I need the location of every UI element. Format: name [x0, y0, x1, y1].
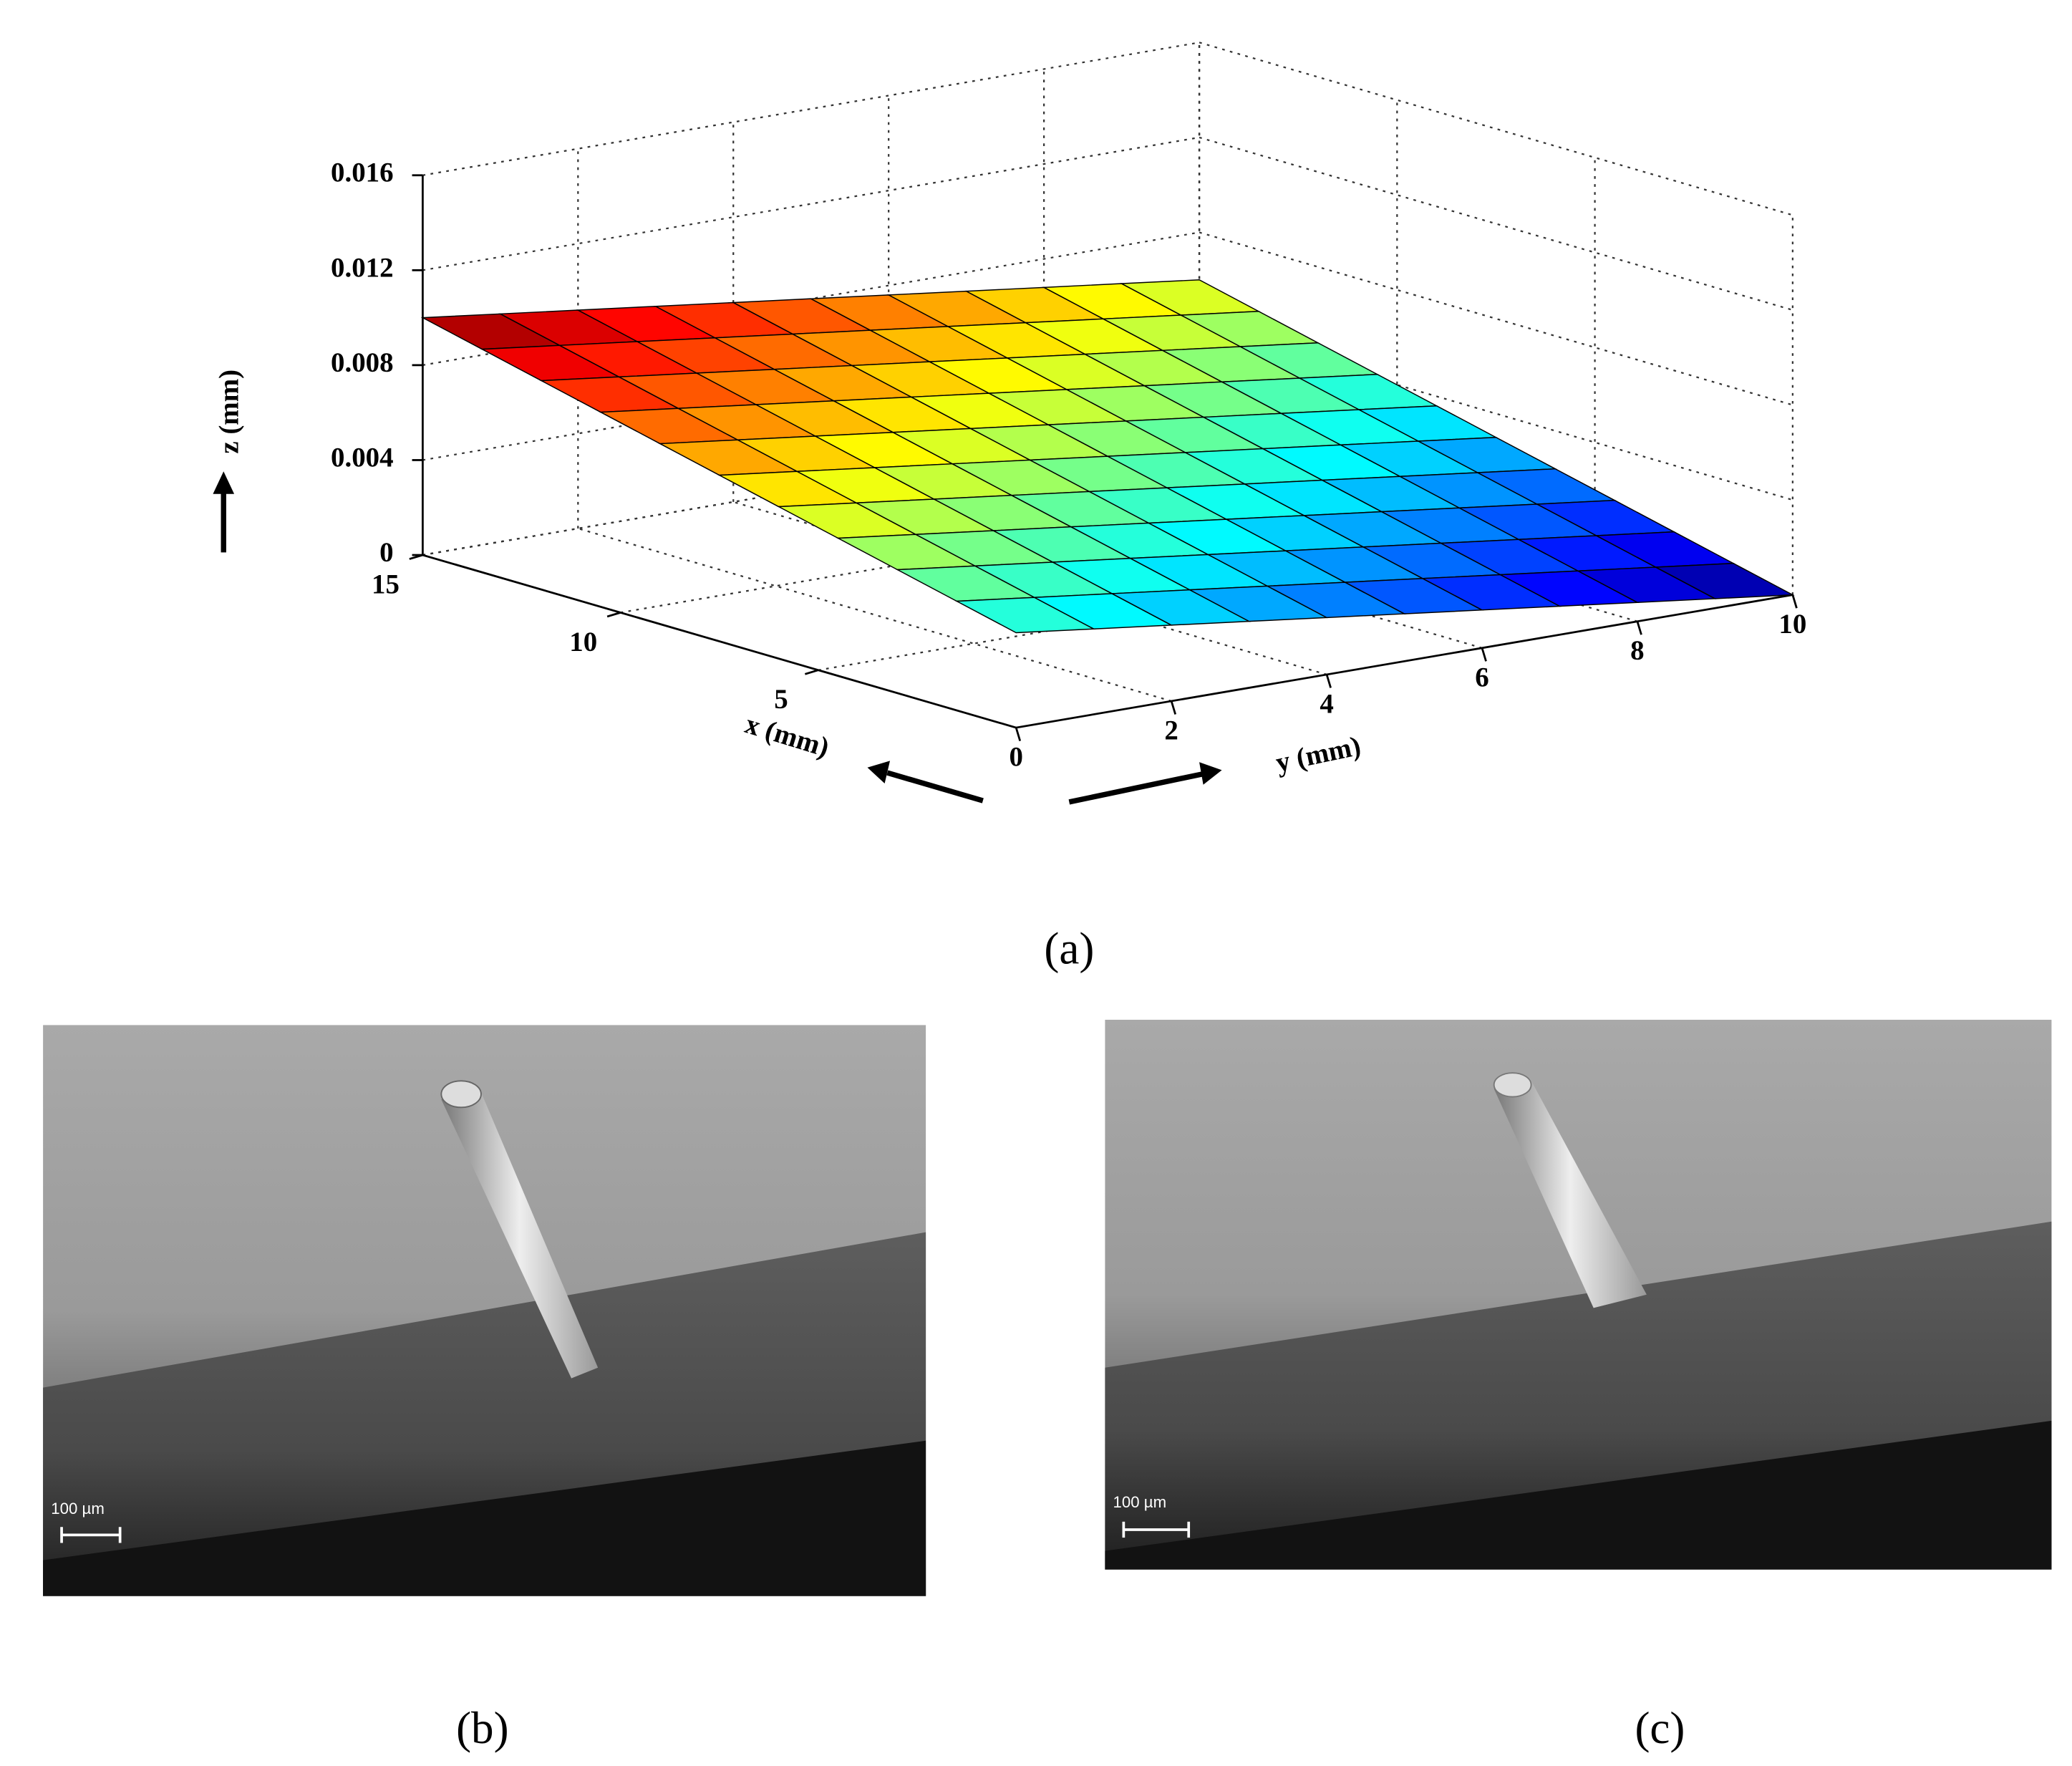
x-tick-label: 5	[774, 684, 788, 715]
grid-line	[422, 136, 1200, 271]
caption: (a)	[1044, 924, 1094, 974]
caption: (b)	[456, 1703, 509, 1753]
caption: (c)	[1635, 1703, 1685, 1753]
x-tick-label: 15	[372, 569, 400, 599]
x-axis	[422, 554, 1017, 729]
y-tick-label: 0	[1009, 742, 1022, 773]
shadow	[43, 1440, 926, 1596]
pillar	[441, 1086, 599, 1379]
x-axis-label: x (mm)	[742, 708, 833, 763]
scale-bar-label: 100 µm	[1113, 1493, 1167, 1511]
x-arrow-head	[867, 761, 891, 783]
scale-bar-label: 100 µm	[51, 1500, 105, 1517]
axis-arrows	[213, 471, 1222, 805]
shadow	[1105, 1420, 2052, 1570]
tick-mark	[1015, 727, 1022, 742]
z-arrow-head	[213, 471, 235, 494]
y-tick-label: 8	[1630, 635, 1644, 666]
pillar-top	[1493, 1072, 1532, 1098]
z-tick-label: 0.012	[331, 252, 394, 283]
y-tick-label: 6	[1475, 662, 1488, 693]
z-tick-label: 0	[379, 537, 393, 568]
x-arrow	[886, 770, 984, 804]
z-tick-label: 0.008	[331, 347, 394, 378]
tick-mark	[606, 612, 621, 618]
y-tick-label: 10	[1778, 609, 1806, 640]
surface-cell	[1653, 562, 1795, 599]
z-tick-label: 0.016	[331, 158, 394, 188]
tick-mark	[1481, 647, 1487, 662]
grid-line	[422, 42, 1200, 176]
tick-mark	[1636, 621, 1642, 635]
y-axis-label: y (mm)	[1273, 730, 1363, 778]
y-arrow	[1068, 771, 1203, 805]
pillar-top	[440, 1080, 482, 1109]
grid-line	[1199, 42, 1793, 216]
y-tick-label: 2	[1164, 715, 1178, 746]
micrograph: 100 µm	[43, 1025, 926, 1596]
grid-line	[1199, 136, 1793, 312]
z-tick-label: 0.004	[331, 442, 394, 473]
pillar	[1494, 1078, 1647, 1308]
micrograph: 100 µm	[1105, 1019, 2052, 1570]
y-tick-label: 4	[1320, 688, 1333, 719]
y-arrow-head	[1199, 762, 1222, 785]
tick-mark	[409, 554, 423, 560]
z-axis-label: z (mm)	[213, 370, 244, 454]
tick-mark	[1325, 674, 1332, 688]
y-axis	[1015, 594, 1793, 729]
x-tick-label: 10	[569, 627, 597, 657]
tick-mark	[804, 669, 819, 675]
tick-mark	[1791, 594, 1798, 609]
tick-mark	[1170, 700, 1177, 715]
